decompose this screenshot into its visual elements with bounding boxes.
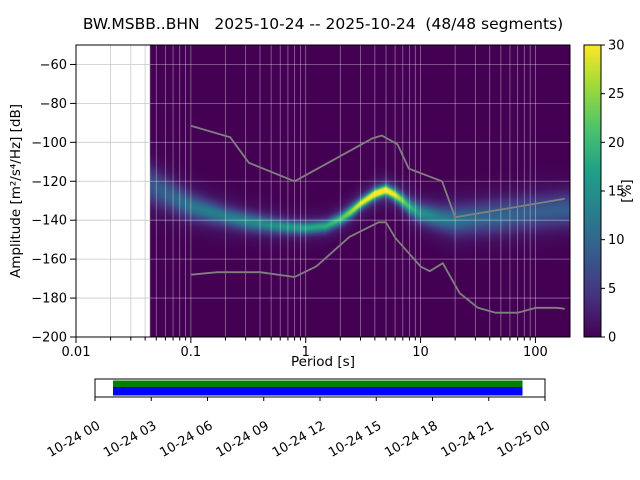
y-tick-label: −60 — [40, 58, 67, 73]
colorbar-tick-label: 20 — [608, 136, 625, 151]
colorbar-tick-label: 10 — [608, 233, 625, 248]
colorbar-tick-label: 30 — [608, 39, 625, 54]
timeline-tick-label: 10-24 03 — [101, 418, 159, 460]
y-tick-label: −80 — [40, 97, 67, 112]
x-tick-label: 0.01 — [62, 345, 91, 360]
x-axis-label: Period [s] — [291, 354, 355, 370]
colorbar-tick-label: 5 — [608, 282, 616, 297]
timeline-tick-label: 10-25 00 — [495, 418, 553, 460]
x-tick-label: 10 — [412, 345, 429, 360]
y-axis-ticks — [70, 63, 76, 338]
timeline-tick-label: 10-24 09 — [214, 418, 272, 460]
y-tick-label: −100 — [31, 136, 67, 151]
y-tick-labels: −60 −80 −100 −120 −140 −160 −180 −200 — [31, 58, 67, 346]
y-axis-label: Amplitude [m²/s⁴/Hz] [dB] — [8, 103, 24, 279]
timeline-tick-label: 10-24 00 — [45, 418, 103, 460]
colorbar-tick-label: 25 — [608, 87, 625, 102]
colorbar-label: [%] — [619, 179, 635, 203]
timeline-coverage-top — [113, 380, 523, 387]
colorbar-tick-label: 15 — [608, 185, 625, 200]
x-tick-label: 100 — [523, 345, 548, 360]
y-tick-label: −180 — [31, 292, 67, 307]
y-tick-label: −120 — [31, 175, 67, 190]
noise-model-lines — [190, 124, 565, 314]
grid-left — [76, 45, 150, 337]
colorbar-gradient — [583, 44, 602, 338]
colorbar: 0 5 10 15 20 25 30 — [583, 39, 625, 346]
chart-title: BW.MSBB..BHN 2025-10-24 -- 2025-10-24 (4… — [82, 15, 564, 33]
nhnm-line — [190, 124, 565, 219]
colorbar-tick-label: 0 — [608, 331, 616, 346]
y-tick-label: −200 — [31, 331, 67, 346]
timeline-tick-label: 10-24 15 — [326, 418, 384, 460]
x-tick-label: 1 — [302, 345, 310, 360]
y-tick-label: −140 — [31, 214, 67, 229]
timeline-tick-label: 10-24 12 — [270, 418, 328, 460]
x-tick-labels: 0.01 0.1 1 10 100 — [62, 345, 548, 360]
psd-heatmap-canvas — [76, 45, 570, 337]
grid-data — [149, 45, 570, 337]
timeline-tick-label: 10-24 18 — [382, 418, 440, 460]
nlnm-line — [190, 221, 565, 314]
axes-frame — [75, 44, 571, 338]
timeline-tick-label: 10-24 06 — [157, 418, 215, 460]
y-tick-label: −160 — [31, 253, 67, 268]
timeline-tick-label: 10-24 21 — [439, 418, 497, 460]
x-axis-ticks — [75, 337, 536, 343]
x-tick-label: 0.1 — [181, 345, 202, 360]
timeline-coverage-bottom — [113, 387, 523, 396]
